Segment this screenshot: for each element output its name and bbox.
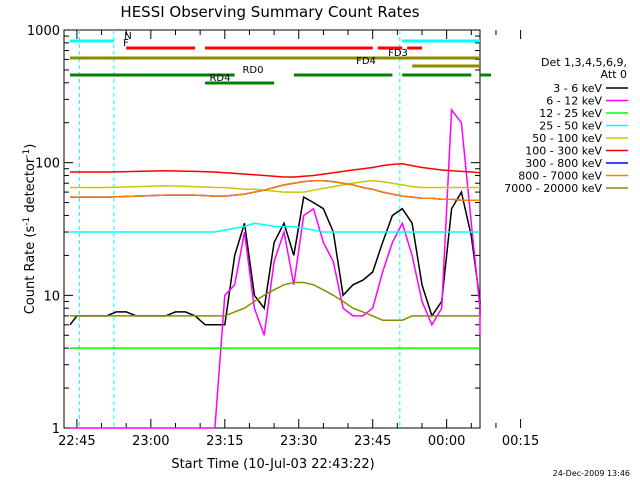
series-line	[70, 180, 480, 193]
legend-entry: 100 - 300 keV	[525, 145, 602, 158]
x-tick-label: 00:15	[502, 434, 539, 449]
x-tick-label: 23:30	[280, 434, 317, 449]
flag-label: RD0	[242, 65, 263, 76]
y-tick-label: 1000	[27, 24, 60, 39]
x-tick-label: 00:00	[428, 434, 465, 449]
timestamp: 24-Dec-2009 13:46	[553, 469, 630, 478]
legend-title-1: Det 1,3,4,5,6,9,	[541, 56, 627, 69]
flag-label: FD4	[356, 56, 376, 67]
y-label-part3: )	[23, 144, 38, 149]
legend-entry: 7000 - 20000 keV	[504, 182, 602, 195]
series-line	[70, 107, 481, 429]
legend-entry: 25 - 50 keV	[539, 120, 602, 133]
legend-entry: 12 - 25 keV	[539, 107, 602, 120]
series-lines	[69, 107, 481, 429]
y-label-part1: Count Rate (s	[23, 226, 38, 315]
flag-label: RD4	[209, 73, 230, 84]
legend-entry: 6 - 12 keV	[546, 95, 602, 108]
cyan-vertical-lines	[78, 30, 401, 428]
legend-entry: 800 - 7000 keV	[518, 170, 602, 183]
series-line	[70, 222, 480, 233]
legend-title-2: Att 0	[601, 68, 627, 81]
legend-entry: 300 - 800 keV	[525, 157, 602, 170]
y-axis-label: Count Rate (s-1 detector-1)	[22, 144, 38, 315]
flag-label: N	[124, 31, 131, 42]
flag-label: F	[123, 38, 129, 49]
x-tick-label: 23:15	[206, 434, 243, 449]
series-line	[70, 281, 480, 321]
y-label-sup2: -1	[22, 149, 32, 158]
y-tick-label: 10	[43, 289, 60, 304]
y-axis-ticks: 1 10 100 1000	[27, 24, 480, 437]
y-label-part2: detector	[23, 157, 38, 217]
plot-frame	[63, 29, 481, 429]
y-tick-label: 1	[52, 422, 60, 437]
y-tick-label: 100	[35, 157, 60, 172]
legend-entry: 50 - 100 keV	[532, 132, 602, 145]
x-tick-label: 23:00	[132, 434, 169, 449]
series-line	[70, 163, 481, 178]
x-axis-label: Start Time (10-Jul-03 22:43:22)	[171, 457, 374, 472]
x-tick-label: 23:45	[354, 434, 391, 449]
x-tick-label: 22:45	[58, 434, 95, 449]
chart-title: HESSI Observing Summary Count Rates	[120, 3, 419, 21]
legend-entry: 3 - 6 keV	[553, 82, 602, 95]
y-label-sup1: -1	[22, 217, 32, 226]
x-axis-ticks: 22:45 23:00 23:15 23:30 23:45 00:00 00:15	[58, 30, 539, 449]
flag-label: FD3	[388, 48, 408, 59]
flag-bars: NF FD3 FD4 RD0 RD4	[70, 31, 492, 85]
series-line	[70, 180, 480, 202]
svg-text:Count Rate (s-1 detector-1): Count Rate (s-1 detector-1)	[22, 144, 38, 315]
